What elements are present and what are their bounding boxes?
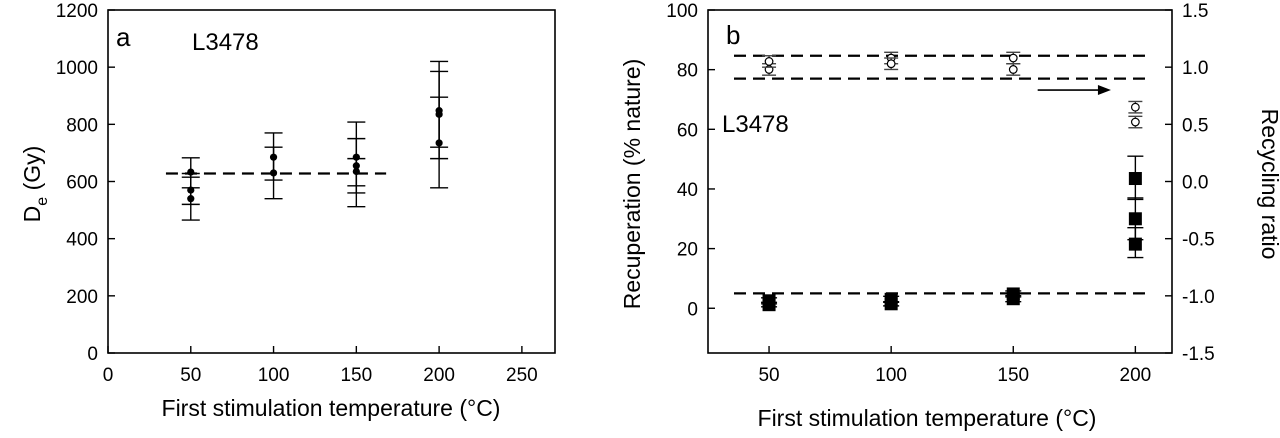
arrow-head <box>1097 85 1111 96</box>
axis-arrow <box>1037 85 1111 96</box>
x-tick-label: 100 <box>258 365 290 386</box>
right-y-tick-label: -1.0 <box>1182 287 1215 308</box>
recycling-ratio-point <box>1130 102 1140 112</box>
x-tick-label: 150 <box>340 365 372 386</box>
data-points <box>181 60 449 221</box>
right-y-tick-label: -0.5 <box>1182 230 1215 251</box>
right-y-axis-ticks: -1.5 -1.0 -0.5 0.0 0.5 1.0 1.5 <box>1165 1 1215 365</box>
y-tick-label: 200 <box>66 287 98 308</box>
y-axis-label-sub: e <box>34 197 51 206</box>
y-axis-ticks: 0 200 400 600 800 1000 1200 <box>56 1 115 365</box>
sample-label: L3478 <box>192 29 259 56</box>
right-y-tick-label: 0.0 <box>1182 173 1208 194</box>
recuperation-point <box>762 298 776 312</box>
y-tick-label: 0 <box>87 344 98 365</box>
data-point <box>352 167 360 176</box>
reference-lines <box>734 54 1146 295</box>
recycling-ratio-point <box>1008 65 1018 74</box>
panel-letter: a <box>116 22 131 52</box>
right-y-tick-label: -1.5 <box>1182 344 1215 365</box>
y-axis-label: De (Gy) <box>19 146 51 223</box>
plot-frame <box>107 9 556 354</box>
right-y-axis-label: Recycling ratio <box>1257 109 1280 260</box>
recycling-ratio-point <box>764 57 774 66</box>
y-tick-label: 1000 <box>56 58 98 79</box>
data-point <box>187 195 195 203</box>
x-axis-label: First stimulation temperature (°C) <box>162 395 501 421</box>
x-tick-label: 50 <box>180 365 201 386</box>
left-y-tick-label: 20 <box>677 240 698 261</box>
x-tick-label: 100 <box>875 365 907 386</box>
x-tick-label: 250 <box>506 365 538 386</box>
left-y-axis-label: Recuperation (% nature) <box>619 59 645 310</box>
y-tick-label: 1200 <box>56 1 98 22</box>
left-y-tick-label: 60 <box>677 120 698 141</box>
y-axis-label-unit: (Gy) <box>19 146 45 197</box>
x-tick-label: 200 <box>423 365 455 386</box>
data-point <box>435 139 443 147</box>
left-y-tick-label: 100 <box>666 1 698 22</box>
sample-label: L3478 <box>722 111 789 138</box>
x-axis-ticks: 50 100 150 200 <box>758 346 1151 386</box>
left-y-axis-ticks: 0 20 40 60 80 100 <box>666 1 715 320</box>
left-y-tick-label: 80 <box>677 61 698 82</box>
y-axis-label-main: D <box>19 206 45 223</box>
recuperation-point <box>884 297 898 311</box>
right-y-tick-label: 1.5 <box>1182 1 1208 22</box>
recycling-ratio-point <box>1130 117 1140 127</box>
right-y-tick-label: 1.0 <box>1182 58 1208 79</box>
y-tick-label: 600 <box>66 173 98 194</box>
recuperation-point <box>1006 292 1020 306</box>
x-tick-label: 150 <box>997 365 1029 386</box>
left-y-tick-label: 0 <box>687 299 698 320</box>
recycling-ratio-point <box>886 59 896 69</box>
x-axis-ticks: 0 50 100 150 200 250 <box>103 346 538 386</box>
recuperation-point <box>1128 172 1142 186</box>
x-tick-label: 200 <box>1120 365 1152 386</box>
panel-letter: b <box>726 20 740 50</box>
plot-frame <box>707 9 1173 354</box>
data-point <box>269 169 278 177</box>
x-tick-label: 0 <box>103 365 114 386</box>
data-series <box>761 51 1144 312</box>
panel-b: 50 100 150 200 0 20 40 60 80 100 -1.5 -1.0 -0.5 0.0… <box>619 1 1280 431</box>
y-tick-label: 400 <box>66 230 98 251</box>
recycling-ratio-point <box>1008 53 1018 63</box>
right-y-tick-label: 0.5 <box>1182 115 1208 136</box>
recuperation-point <box>1128 212 1142 226</box>
y-tick-label: 800 <box>66 115 98 136</box>
recuperation-point <box>1128 237 1142 251</box>
x-tick-label: 50 <box>758 365 779 386</box>
left-y-tick-label: 40 <box>677 180 698 201</box>
x-axis-label: First stimulation temperature (°C) <box>758 405 1097 431</box>
